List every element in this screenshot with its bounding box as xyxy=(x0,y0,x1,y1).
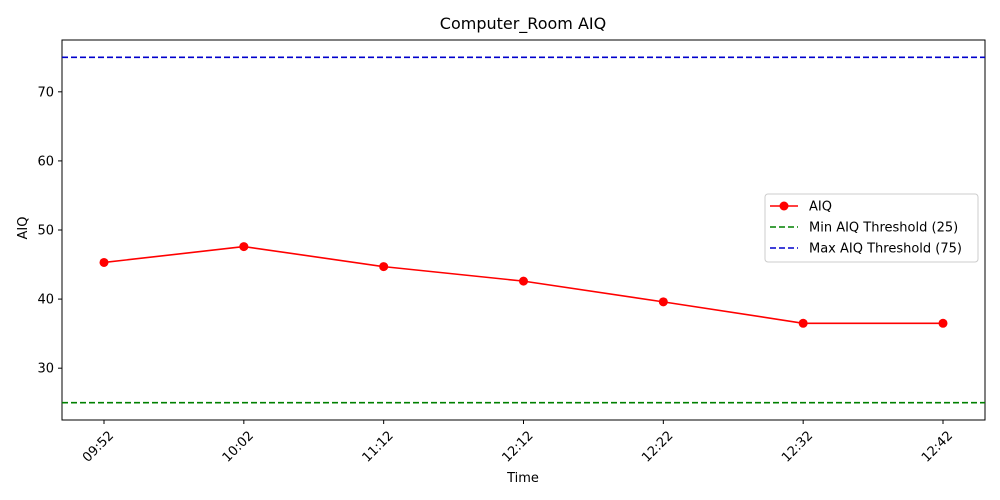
aiq-data-point xyxy=(519,276,528,286)
x-tick-label: 12:32 xyxy=(779,428,816,465)
aiq-data-point xyxy=(938,318,948,328)
legend: AIQ Min AIQ Threshold (25) Max AIQ Thresho… xyxy=(764,193,979,263)
legend-box xyxy=(764,193,979,263)
x-axis: 09:52 10:02 11:12 12:12 12:22 12:32 12:42 xyxy=(80,420,956,466)
x-tick-label: 10:02 xyxy=(220,428,257,465)
aiq-data-point xyxy=(798,318,808,328)
y-axis-label: AIQ xyxy=(16,217,31,240)
chart-title: Computer_Room AIQ xyxy=(440,14,606,34)
legend-item-min-threshold-label: Min AIQ Threshold (25) xyxy=(809,221,958,236)
aiq-data-point xyxy=(239,242,249,252)
y-tick-label: 70 xyxy=(37,85,54,100)
y-axis: 30 40 50 60 70 xyxy=(37,85,62,377)
y-tick-label: 30 xyxy=(37,362,54,377)
x-tick-label: 11:12 xyxy=(360,428,397,465)
legend-item-max-threshold-label: Max AIQ Threshold (75) xyxy=(809,242,962,257)
y-tick-label: 50 xyxy=(37,224,54,239)
x-tick-label: 12:12 xyxy=(499,428,536,465)
legend-item-aiq-label: AIQ xyxy=(809,200,832,215)
x-tick-label: 09:52 xyxy=(80,428,117,465)
legend-item-aiq-marker xyxy=(779,201,789,211)
threshold-lines xyxy=(62,56,985,404)
series-layer xyxy=(99,242,948,328)
aiq-data-point xyxy=(99,257,109,267)
y-tick-label: 40 xyxy=(37,293,54,308)
x-axis-label: Time xyxy=(506,471,539,486)
aiq-data-point xyxy=(379,262,389,272)
aiq-data-point xyxy=(658,297,668,307)
x-tick-label: 12:42 xyxy=(919,428,956,465)
x-tick-label: 12:22 xyxy=(639,428,676,465)
y-tick-label: 60 xyxy=(37,154,54,169)
